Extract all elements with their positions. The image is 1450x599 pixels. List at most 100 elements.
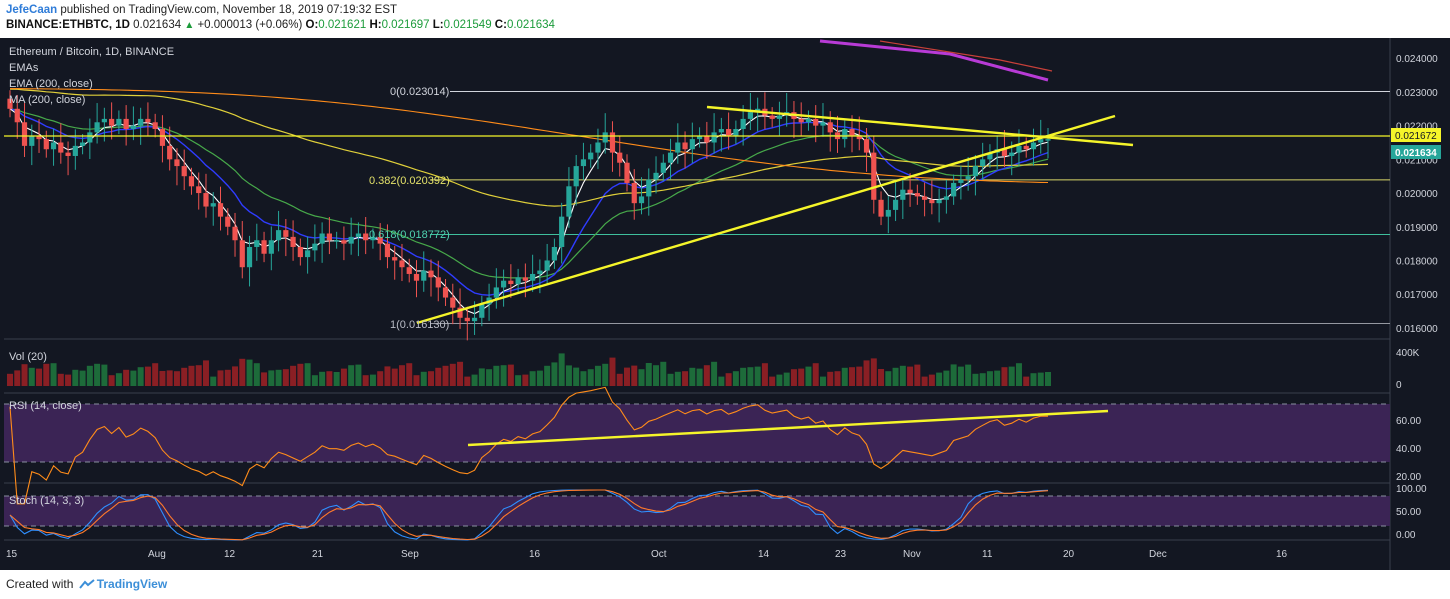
candle-body [399, 260, 405, 268]
volume-bar [783, 372, 790, 386]
oscillators [9, 386, 1049, 541]
candle-body [261, 240, 267, 254]
candle-body [217, 203, 224, 217]
candle-body [7, 98, 13, 109]
candle-body [718, 129, 724, 133]
descending-trendline[interactable] [706, 105, 1134, 147]
candle-body [675, 142, 681, 153]
candle-body [145, 118, 151, 123]
tradingview-brand[interactable]: TradingView [96, 577, 168, 591]
candle-body [1023, 145, 1029, 150]
candle-body [101, 118, 107, 123]
candle-body [87, 132, 93, 143]
candle-body [805, 118, 812, 123]
volume-bar [950, 364, 957, 386]
candle-body [392, 257, 398, 261]
long-ma-line [819, 39, 1049, 82]
time-axis[interactable]: 15 Aug 12 21 Sep 16 Oct 14 23 Nov 11 20 Dec 16 [6, 549, 1288, 560]
candle-body [951, 182, 957, 197]
candle-body [479, 304, 485, 318]
chart-canvas[interactable]: Ethereum / Bitcoin, 1D, BINANCE EMAs EMA… [0, 38, 1450, 570]
candle-body [290, 236, 296, 247]
volume-bar [863, 360, 870, 386]
candle-body [319, 233, 325, 244]
volume-bar [878, 369, 885, 386]
candle-body [181, 166, 187, 177]
price-axis[interactable]: 0.024000 0.023000 0.022000 0.021000 0.020000… [1396, 54, 1438, 335]
volume-bar [761, 363, 768, 386]
price-tick-label: 0.022000 [1396, 122, 1438, 133]
candle-body [682, 142, 688, 150]
fib-618-label: 0.618(0.018772) [369, 229, 450, 241]
vol-axis-label: 400K [1396, 348, 1420, 359]
candle-body [268, 240, 274, 254]
trendlines[interactable] [4, 105, 1390, 447]
volume-bar [369, 374, 376, 386]
volume-bar [181, 367, 188, 386]
time-tick-label: Aug [148, 549, 166, 560]
candle-body [530, 273, 536, 281]
price-tick-label: 0.020000 [1396, 189, 1438, 200]
candle-body [188, 176, 195, 187]
volume-bar [471, 374, 478, 386]
fib-382-label: 0.382(0.020392) [369, 175, 450, 187]
candle-body [370, 236, 376, 241]
candle-body [617, 152, 623, 163]
candle-body [123, 118, 129, 130]
volume-bar [86, 365, 93, 386]
price-badges: 0.021672 0.021634 [1391, 128, 1441, 159]
volume-bar [979, 373, 986, 386]
stoch-axis-label: 0.00 [1396, 530, 1416, 541]
candle-body [167, 145, 173, 160]
candle-body [573, 166, 579, 187]
vol-panel-label: Vol (20) [9, 351, 47, 363]
volume-bar [420, 371, 427, 386]
volume-bar [108, 375, 115, 386]
volume-bar [159, 371, 166, 386]
candle-body [50, 142, 57, 150]
volume-bar [899, 365, 906, 386]
published-text: published on TradingView.com, November 1… [60, 4, 398, 16]
volume-bar [413, 375, 420, 386]
volume-bar [493, 365, 500, 386]
volume-bar [515, 375, 522, 386]
candle-body [813, 118, 819, 126]
volume-bar [101, 364, 108, 386]
candle-body [980, 159, 986, 167]
volume-bar [348, 365, 355, 386]
rsi-axis-label: 40.00 [1396, 444, 1421, 455]
volume-bar [1015, 363, 1022, 386]
rsi-axis-label: 60.00 [1396, 416, 1421, 427]
candle-body [987, 152, 993, 160]
rsi-trendline[interactable] [467, 409, 1109, 447]
volume-bar [812, 363, 819, 386]
volume-bar [464, 376, 471, 386]
candle-body [972, 166, 979, 177]
volume-bar [529, 371, 536, 386]
time-tick-label: 20 [1063, 549, 1075, 560]
candle-body [297, 246, 303, 258]
low-label: L: [432, 19, 444, 31]
volume-bar [965, 364, 972, 386]
time-tick-label: 11 [982, 549, 993, 560]
time-tick-label: 23 [835, 549, 847, 560]
candle-body [667, 152, 674, 163]
volume-bar [130, 370, 137, 386]
author-link[interactable]: JefeCaan [6, 4, 58, 16]
volume-bar [994, 370, 1001, 386]
ascending-trendline[interactable] [416, 114, 1116, 325]
volume-bar [224, 369, 231, 386]
volume-bar [449, 363, 456, 386]
volume-bar [457, 361, 464, 386]
candle-body [130, 125, 136, 130]
candle-body [138, 118, 144, 126]
candle-body [871, 152, 877, 200]
volume-bar [718, 376, 725, 386]
last-price: 0.021634 [133, 19, 182, 31]
candle-body [442, 287, 449, 298]
candle-body [907, 189, 913, 194]
volume-bar [28, 367, 35, 386]
price-change: +0.000013 (+0.06%) [197, 19, 303, 31]
volume-bar [123, 369, 130, 386]
volume-bar [261, 372, 268, 386]
